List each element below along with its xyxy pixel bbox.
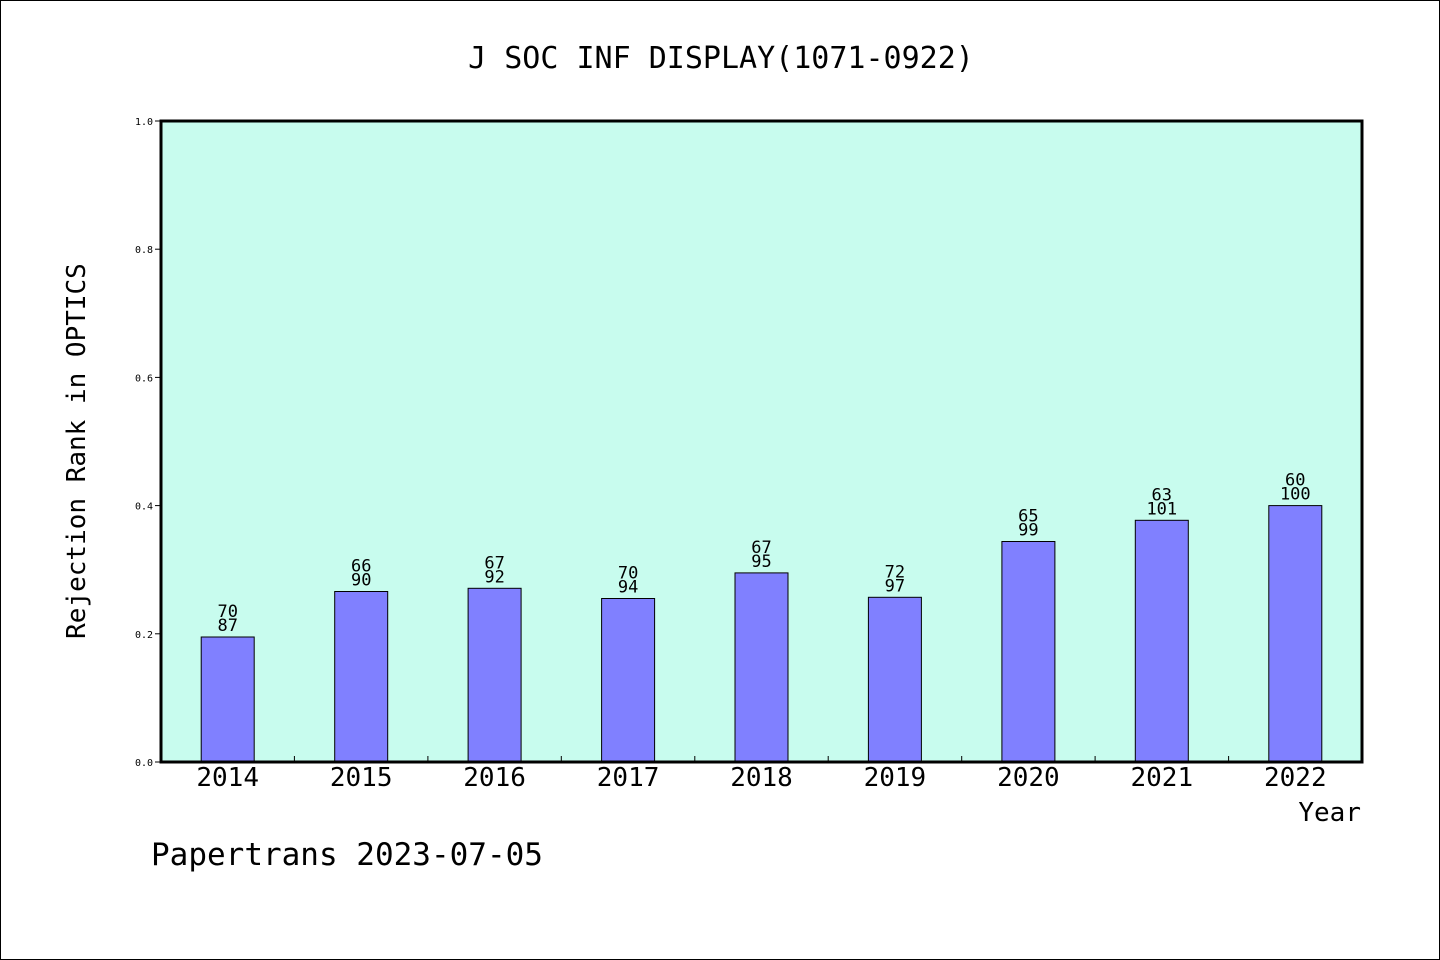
chart-title: J SOC INF DISPLAY(1071-0922)	[468, 41, 974, 76]
bar-label-bottom-2014: 87	[217, 616, 237, 636]
bar-2014	[200, 636, 255, 763]
bar-label-bottom-2017: 94	[618, 578, 638, 598]
y-tick-label-0.2: 0.2	[135, 630, 153, 641]
bar-label-bottom-2019: 97	[885, 576, 905, 596]
x-tick-label-2020: 2020	[997, 763, 1060, 793]
bar-2018	[734, 572, 789, 763]
bar-label-top-2016: 67	[484, 553, 504, 573]
bar-2022	[1268, 505, 1323, 763]
bar-label-top-2017: 70	[618, 564, 638, 584]
y-axis-ticks: 0.0 0.2 0.4 0.6 0.8 1.0	[135, 117, 161, 769]
bar-label-bottom-2018: 95	[751, 552, 771, 572]
bar-label-top-2014: 70	[217, 602, 237, 622]
bars-group	[200, 505, 1323, 763]
y-tick-label-0.0: 0.0	[135, 758, 153, 769]
bar-2016	[467, 587, 522, 763]
x-tick-label-2015: 2015	[330, 763, 393, 793]
bar-label-bottom-2020: 99	[1018, 521, 1038, 541]
y-tick-label-0.6: 0.6	[135, 373, 153, 384]
x-axis-ticks: 2014 2015 2016 2017 2018 2019 2020 2021 2022	[196, 756, 1327, 793]
y-tick-label-0.8: 0.8	[135, 245, 153, 256]
bar-label-top-2021: 63	[1152, 485, 1172, 505]
bar-label-bottom-2016: 92	[484, 567, 504, 587]
x-tick-label-2014: 2014	[196, 763, 259, 793]
x-tick-label-2022: 2022	[1264, 763, 1327, 793]
bar-label-bottom-2015: 90	[351, 571, 371, 591]
bar-2015	[334, 591, 389, 763]
bar-label-top-2019: 72	[885, 562, 905, 582]
plot-border	[159, 119, 1364, 764]
bar-label-bottom-2022: 100	[1280, 485, 1311, 505]
x-tick-label-2019: 2019	[864, 763, 927, 793]
x-tick-label-2016: 2016	[463, 763, 526, 793]
x-tick-label-2021: 2021	[1130, 763, 1193, 793]
x-tick-label-2017: 2017	[597, 763, 660, 793]
x-tick-label-2018: 2018	[730, 763, 793, 793]
x-axis-label: Year	[1298, 798, 1361, 828]
bar-label-top-2015: 66	[351, 557, 371, 577]
bar-2021	[1134, 519, 1189, 763]
y-tick-label-0.4: 0.4	[135, 502, 153, 513]
bar-2019	[867, 596, 922, 763]
y-axis-label: Rejection Rank in OPTICS	[62, 263, 92, 639]
bar-label-top-2022: 60	[1285, 471, 1305, 491]
footer-text: Papertrans 2023-07-05	[151, 837, 543, 873]
bar-2020	[1001, 541, 1056, 763]
bar-label-bottom-2021: 101	[1146, 499, 1177, 519]
bar-2017	[601, 598, 656, 763]
y-tick-label-1.0: 1.0	[135, 117, 153, 128]
bar-label-top-2020: 65	[1018, 507, 1038, 527]
bar-label-top-2018: 67	[751, 538, 771, 558]
